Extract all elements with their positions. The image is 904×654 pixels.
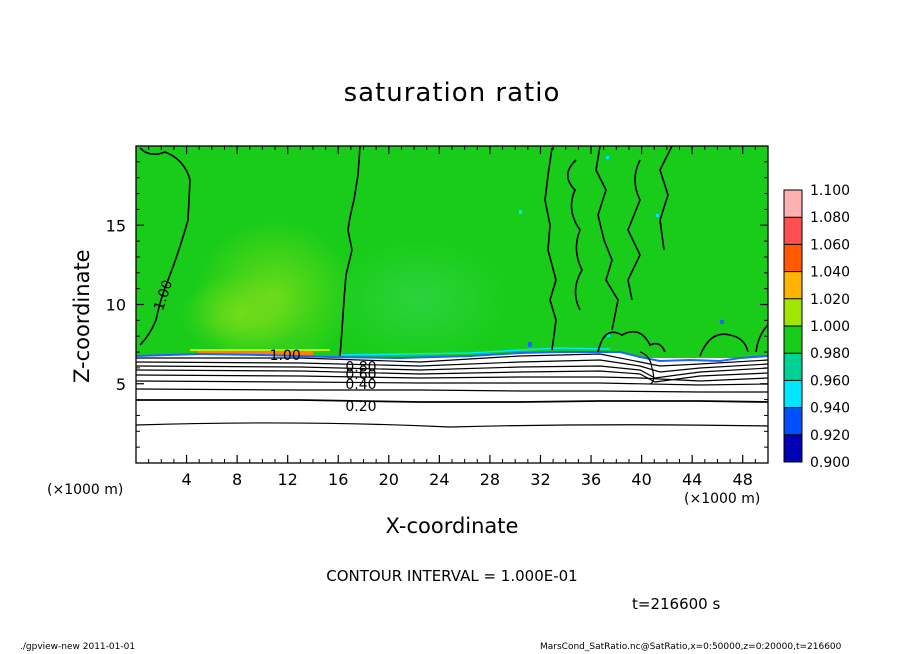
colorbar-label: 1.040: [810, 265, 850, 281]
colorbar-swatch: [784, 380, 802, 408]
contour-1.00-bump: [597, 330, 666, 353]
contour-label: 0.80: [345, 359, 376, 375]
colorbar-swatch: [784, 353, 802, 381]
speckle: [656, 214, 659, 217]
x-tick-label: 32: [530, 470, 550, 489]
x-axis-unit-right: (×1000 m): [684, 491, 761, 507]
contour-0.30: [136, 388, 768, 393]
contour-cell: [639, 351, 655, 385]
x-tick-label: 4: [181, 470, 191, 489]
x-tick-label: 20: [379, 470, 399, 489]
contour-0.10: [136, 422, 768, 428]
colorbar-swatch: [784, 217, 802, 245]
colorbar-label: 1.000: [810, 319, 850, 335]
contour-0.80: [136, 359, 768, 373]
colorbar-swatch: [784, 190, 802, 218]
colorbar-label: 1.020: [810, 292, 850, 308]
contour-1.00-mid: [339, 146, 361, 357]
region-orange-band: [198, 351, 313, 355]
x-tick-label: 40: [631, 470, 651, 489]
time-note: t=216600 s: [632, 595, 721, 613]
footer-right: MarsCond_SatRatio.nc@SatRatio,x=0:50000,…: [540, 642, 842, 652]
contour-0.60: [136, 369, 768, 383]
x-tick-label: 12: [278, 470, 298, 489]
x-tick-label: 44: [682, 470, 702, 489]
region-boundary-fill: [136, 352, 768, 463]
contour-0.90: [136, 353, 768, 367]
speckle: [607, 334, 610, 337]
contour-1.00-right-b: [595, 146, 619, 331]
x-tick-label: 8: [232, 470, 242, 489]
colorbar-swatch: [784, 326, 802, 354]
contour-label: 1.00: [270, 348, 301, 364]
colorbar-swatch: [784, 407, 802, 435]
x-tick-label: 36: [581, 470, 601, 489]
contour-label: 0.60: [345, 367, 376, 383]
colorbar-label: 0.900: [810, 455, 850, 471]
y-tick-label: 10: [106, 296, 126, 315]
contour-label: 0.20: [345, 399, 376, 415]
colorbar-swatch: [784, 298, 802, 326]
colorbar-label: 1.080: [810, 210, 850, 226]
contour-0.70: [136, 365, 768, 379]
x-tick-label: 48: [733, 470, 753, 489]
contour-1.00-right-edge: [755, 324, 768, 353]
contour-1.00-right-a: [544, 147, 557, 351]
region-lightgreen-b: [180, 275, 300, 355]
contour-interval-note: CONTOUR INTERVAL = 1.000E-01: [326, 567, 578, 585]
colorbar-label: 0.960: [810, 373, 850, 389]
colorbar-swatch: [784, 244, 802, 272]
contour-1.00-left: [139, 147, 191, 346]
y-tick-label: 15: [106, 216, 126, 235]
contour-1.00-right-c: [627, 159, 641, 301]
region-midgreen: [330, 240, 510, 360]
contour-0.20: [136, 399, 768, 403]
contour-1.00-right-e: [566, 159, 583, 311]
x-axis-unit-left: (×1000 m): [47, 482, 124, 498]
contour-0.40: [136, 380, 768, 386]
contour-1.00-bump2: [699, 333, 749, 357]
speckle: [528, 342, 532, 347]
region-cyan-edge: [339, 347, 611, 356]
y-tick-label: 5: [116, 375, 126, 394]
x-tick-label: 16: [328, 470, 348, 489]
speckle: [720, 320, 724, 324]
contour-1.00-right-d: [659, 146, 673, 251]
colorbar-label: 1.060: [810, 237, 850, 253]
colorbar-swatch: [784, 271, 802, 299]
colorbar-label: 0.980: [810, 346, 850, 362]
contour-0.50: [136, 374, 768, 382]
speckle: [606, 156, 609, 159]
speckle: [519, 210, 522, 214]
chart-title: saturation ratio: [343, 78, 561, 108]
region-yellow-band: [190, 349, 330, 351]
x-tick-label: 28: [480, 470, 500, 489]
x-axis-label: X-coordinate: [385, 514, 519, 538]
contour-label: 0.40: [345, 377, 376, 393]
footer-left: ./gpview-new 2011-01-01: [20, 642, 136, 652]
colorbar-label: 0.920: [810, 428, 850, 444]
colorbar-swatch: [784, 434, 802, 462]
colorbar-label: 0.940: [810, 401, 850, 417]
x-tick-label: 24: [429, 470, 449, 489]
colorbar-label: 1.100: [810, 183, 850, 199]
region-blue-edge: [136, 351, 768, 363]
